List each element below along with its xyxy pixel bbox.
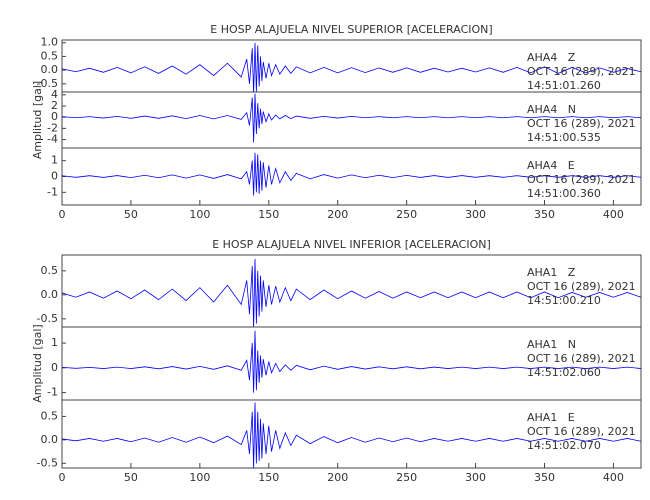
time-label: 14:51:00.210 (527, 294, 601, 307)
y-tick-label: -1 (47, 386, 58, 399)
time-label: 14:51:00.360 (527, 187, 601, 200)
station-label: AHA4 Z (527, 51, 576, 64)
station-label: AHA1 E (527, 411, 575, 424)
x-tick-label: 400 (603, 471, 624, 484)
date-label: OCT 16 (289), 2021 (527, 117, 636, 130)
x-tick-label: 200 (327, 208, 348, 221)
x-tick-label: 350 (534, 208, 555, 221)
y-tick-label: 4 (51, 88, 58, 101)
y-tick-label: 0 (51, 170, 58, 183)
y-tick-label: 0.0 (41, 63, 59, 76)
station-label: AHA1 Z (527, 266, 576, 279)
y-tick-label: 0 (51, 110, 58, 123)
y-tick-label: 0.5 (41, 409, 59, 422)
waveform (62, 258, 641, 327)
time-label: 14:51:00.535 (527, 131, 601, 144)
y-tick-label: 0 (51, 361, 58, 374)
station-label: AHA4 N (527, 103, 576, 116)
time-label: 14:51:02.060 (527, 366, 601, 379)
x-tick-label: 50 (124, 471, 138, 484)
y-tick-label: 1.0 (41, 36, 59, 49)
y-tick-label: 1 (51, 336, 58, 349)
date-label: OCT 16 (289), 2021 (527, 280, 636, 293)
y-tick-label: 0.5 (41, 264, 59, 277)
time-label: 14:51:01.260 (527, 79, 601, 92)
panel-frame (61, 399, 642, 469)
y-tick-label: 0.0 (41, 288, 59, 301)
x-tick-label: 100 (189, 471, 210, 484)
x-tick-label: 250 (396, 208, 417, 221)
x-tick-label: 250 (396, 471, 417, 484)
date-label: OCT 16 (289), 2021 (527, 65, 636, 78)
date-label: OCT 16 (289), 2021 (527, 425, 636, 438)
y-tick-label: -0.5 (37, 77, 58, 90)
x-tick-label: 0 (59, 208, 66, 221)
y-tick-label: 0.5 (41, 49, 59, 62)
group-title: E HOSP ALAJUELA NIVEL SUPERIOR [ACELERAC… (210, 23, 492, 36)
station-label: AHA1 N (527, 338, 576, 351)
x-tick-label: 300 (465, 471, 486, 484)
date-label: OCT 16 (289), 2021 (527, 352, 636, 365)
waveform (62, 42, 641, 92)
waveform (62, 402, 641, 468)
y-tick-label: 0.0 (41, 433, 59, 446)
x-tick-label: 300 (465, 208, 486, 221)
date-label: OCT 16 (289), 2021 (527, 173, 636, 186)
y-tick-label: -2 (47, 121, 58, 134)
y-tick-label: -0.5 (37, 456, 58, 469)
x-tick-label: 350 (534, 471, 555, 484)
x-tick-label: 150 (258, 471, 279, 484)
x-tick-label: 150 (258, 208, 279, 221)
x-tick-label: 50 (124, 208, 138, 221)
x-tick-label: 400 (603, 208, 624, 221)
y-axis-label: Amplitud [gal] (31, 324, 44, 402)
group-title: E HOSP ALAJUELA NIVEL INFERIOR [ACELERAC… (212, 238, 491, 251)
time-label: 14:51:02.070 (527, 439, 601, 452)
y-tick-label: 1 (51, 154, 58, 167)
waveform (62, 330, 641, 393)
y-axis-label: Amplitud [gal] (31, 81, 44, 159)
waveform (62, 93, 641, 143)
y-tick-label: -0.5 (37, 312, 58, 325)
x-tick-label: 100 (189, 208, 210, 221)
x-tick-label: 200 (327, 471, 348, 484)
waveform (62, 152, 641, 196)
x-tick-label: 0 (59, 471, 66, 484)
y-tick-label: -4 (47, 133, 58, 146)
y-tick-label: 2 (51, 99, 58, 112)
y-tick-label: -1 (47, 185, 58, 198)
station-label: AHA4 E (527, 159, 575, 172)
